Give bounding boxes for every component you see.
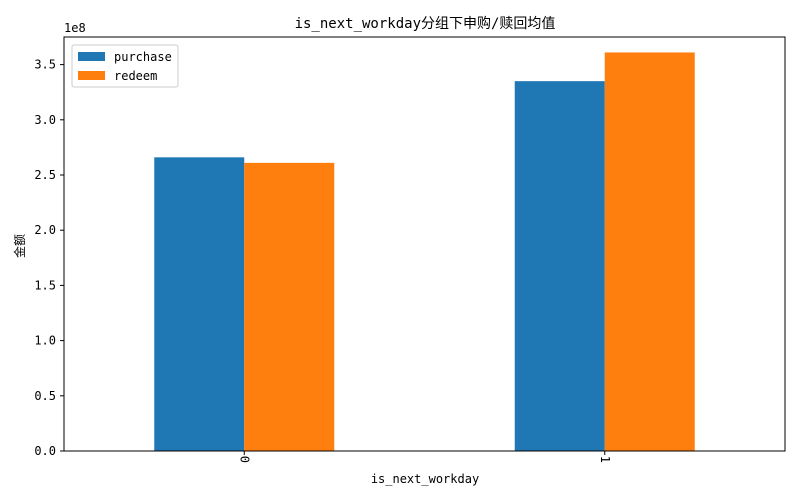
chart-title: is_next_workday分组下申购/赎回均值 — [295, 15, 556, 32]
y-tick-label: 1.0 — [34, 334, 56, 348]
legend: purchase redeem — [71, 44, 179, 88]
bar-purchase-1 — [514, 81, 605, 451]
legend-label-redeem: redeem — [114, 69, 157, 83]
legend-swatch-purchase — [78, 52, 105, 61]
y-tick-label: 1.5 — [34, 278, 56, 292]
y-tick-label: 2.0 — [34, 223, 56, 237]
legend-swatch-redeem — [78, 71, 105, 80]
legend-label-purchase: purchase — [114, 50, 172, 64]
y-tick-label: 0.5 — [34, 389, 56, 403]
y-tick-label: 2.5 — [34, 168, 56, 182]
y-axis-offset-label: 1e8 — [64, 21, 86, 35]
bar-purchase-0 — [154, 157, 245, 451]
x-tick-label: 1 — [598, 456, 612, 463]
x-tick-label: 0 — [237, 456, 251, 463]
x-axis-label: is_next_workday — [371, 472, 479, 486]
axes-frame — [63, 36, 786, 452]
y-tick-label: 3.5 — [34, 58, 56, 72]
bar-redeem-1 — [604, 52, 695, 452]
plot-area: 0.0 0.5 1.0 1.5 2.0 2.5 3.0 3.5 0 1 — [34, 36, 786, 463]
y-tick-label: 0.0 — [34, 444, 56, 458]
bar-redeem-0 — [244, 162, 335, 451]
y-axis-label: 金额 — [12, 234, 27, 258]
y-tick-label: 3.0 — [34, 113, 56, 127]
